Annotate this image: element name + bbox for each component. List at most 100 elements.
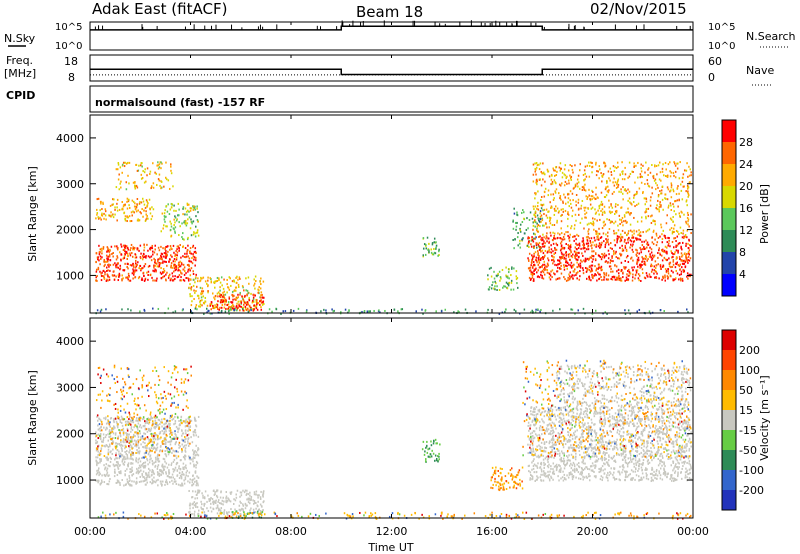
power-pixel <box>170 247 172 250</box>
power-pixel <box>120 253 123 256</box>
power-pixel <box>171 272 174 275</box>
power-pixel <box>582 239 585 242</box>
power-pixel <box>636 203 638 206</box>
power-pixel <box>662 277 665 280</box>
velocity-pixel <box>618 433 620 436</box>
power-pixel <box>240 300 243 303</box>
power-pixel <box>555 248 558 251</box>
power-pixel <box>574 183 577 186</box>
power-pixel <box>589 198 591 201</box>
power-pixel <box>659 235 661 238</box>
freq-label: Freq. <box>6 54 33 67</box>
power-pixel <box>580 207 582 210</box>
power-pixel <box>581 199 584 202</box>
velocity-pixel <box>257 513 259 516</box>
velocity-pixel <box>664 474 666 477</box>
velocity-pixel <box>152 440 154 443</box>
power-pixel <box>656 204 658 207</box>
power-pixel <box>490 275 493 278</box>
power-pixel <box>111 203 114 206</box>
power-pixel <box>655 207 657 210</box>
power-pixel <box>596 170 598 173</box>
velocity-pixel <box>137 433 139 436</box>
velocity-pixel <box>181 434 183 437</box>
power-pixel <box>576 244 578 247</box>
power-pixel <box>246 307 249 310</box>
power-pixel <box>635 253 638 256</box>
power-pixel <box>282 310 285 313</box>
power-pixel <box>644 262 646 265</box>
power-pixel <box>106 260 109 263</box>
power-pixel <box>535 271 538 274</box>
power-pixel <box>548 276 551 279</box>
power-pixel <box>123 255 126 258</box>
power-pixel <box>624 260 626 263</box>
velocity-pixel <box>652 437 655 440</box>
power-pixel <box>600 203 602 206</box>
power-pixel <box>433 241 436 244</box>
velocity-pixel <box>249 511 251 514</box>
power-pixel <box>646 241 649 244</box>
velocity-pixel <box>180 477 183 480</box>
power-pixel <box>97 216 99 219</box>
power-pixel <box>552 250 554 253</box>
velocity-pixel <box>197 415 200 418</box>
power-pixel <box>116 168 119 171</box>
power-pixel <box>225 301 227 304</box>
power-pixel <box>528 269 531 272</box>
velocity-pixel <box>166 449 168 452</box>
power-pixel <box>228 309 231 312</box>
power-pixel <box>199 303 202 306</box>
velocity-pixel <box>216 489 219 492</box>
velocity-pixel <box>121 448 123 451</box>
power-pixel <box>557 211 560 214</box>
power-pixel <box>217 300 219 303</box>
velocity-pixel <box>249 491 251 494</box>
power-pixel <box>627 230 630 233</box>
power-pixel <box>667 163 670 166</box>
power-pixel <box>560 251 563 254</box>
velocity-pixel <box>554 444 556 447</box>
power-pixel <box>636 254 638 257</box>
power-pixel <box>190 218 192 221</box>
velocity-pixel <box>684 420 687 423</box>
power-pixel <box>521 239 523 242</box>
power-pixel <box>144 168 146 171</box>
power-pixel <box>138 164 140 167</box>
nsearch-tick-top: 10^5 <box>708 22 735 33</box>
power-pixel <box>164 256 167 259</box>
power-pixel <box>156 253 158 256</box>
velocity-pixel <box>184 420 186 423</box>
velocity-pixel <box>210 510 213 513</box>
velocity-pixel <box>240 502 242 505</box>
velocity-pixel <box>193 513 195 516</box>
power-pixel <box>567 211 569 214</box>
power-pixel <box>665 271 668 274</box>
velocity-pixel <box>142 480 144 483</box>
power-pixel <box>603 275 605 278</box>
power-pixel <box>207 276 209 279</box>
velocity-pixel <box>146 459 149 462</box>
power-pixel <box>198 297 200 300</box>
power-pixel <box>163 255 165 258</box>
power-pixel <box>226 304 228 307</box>
velocity-pixel <box>623 447 625 450</box>
velocity-pixel <box>184 421 187 424</box>
velocity-pixel <box>246 489 248 492</box>
power-pixel <box>189 293 191 296</box>
velocity-pixel <box>152 470 154 473</box>
velocity-pixel <box>642 430 644 433</box>
power-pixel <box>586 164 589 167</box>
power-pixel <box>660 189 663 192</box>
velocity-pixel <box>260 490 262 493</box>
velocity-pixel <box>96 464 98 467</box>
power-pixel <box>680 270 683 273</box>
power-pixel <box>529 211 532 214</box>
power-pixel <box>233 305 235 308</box>
velocity-pixel <box>216 494 218 497</box>
power-pixel <box>668 263 671 266</box>
velocity-pixel <box>153 476 155 479</box>
power-pixel <box>240 305 242 308</box>
power-pixel <box>539 225 541 228</box>
velocity-pixel <box>214 501 217 504</box>
